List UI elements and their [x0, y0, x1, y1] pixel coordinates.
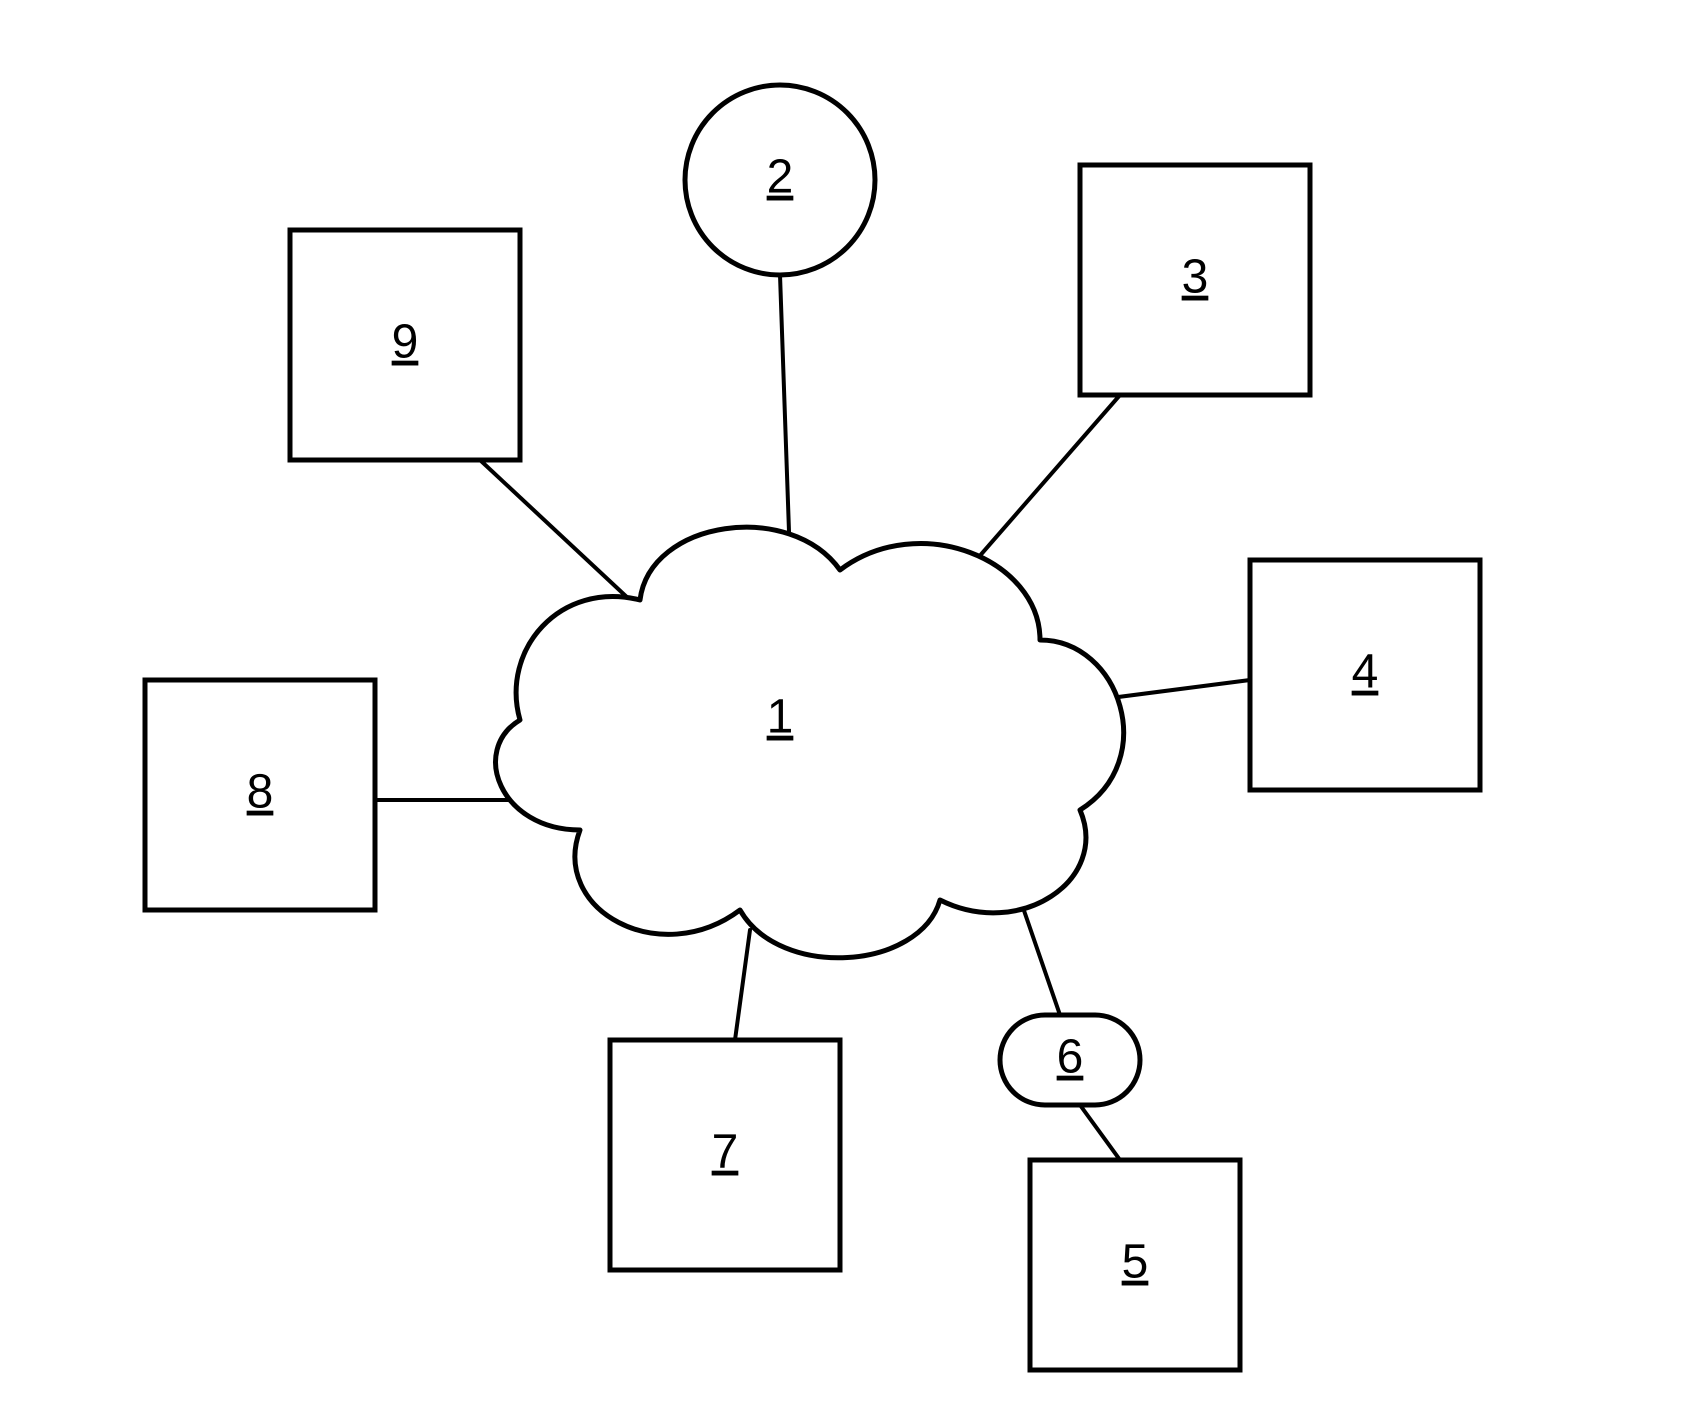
edge-6-5 — [1080, 1105, 1120, 1160]
node-7-label: 7 — [712, 1126, 739, 1179]
node-6-label: 6 — [1057, 1031, 1084, 1084]
node-3-label: 3 — [1182, 251, 1209, 304]
edge-cloud-7 — [735, 930, 750, 1040]
network-diagram: 1 2 3 4 6 5 7 8 9 — [0, 0, 1689, 1426]
node-9-label: 9 — [392, 316, 419, 369]
node-5-label: 5 — [1122, 1236, 1149, 1289]
nodes-layer: 1 2 3 4 6 5 7 8 9 — [145, 85, 1480, 1370]
edge-cloud-2 — [780, 275, 790, 560]
cloud-node — [496, 527, 1124, 958]
node-4-label: 4 — [1352, 646, 1379, 699]
cloud-label: 1 — [767, 691, 794, 744]
node-2-label: 2 — [767, 151, 794, 204]
edge-cloud-9 — [480, 460, 630, 600]
node-8-label: 8 — [247, 766, 274, 819]
